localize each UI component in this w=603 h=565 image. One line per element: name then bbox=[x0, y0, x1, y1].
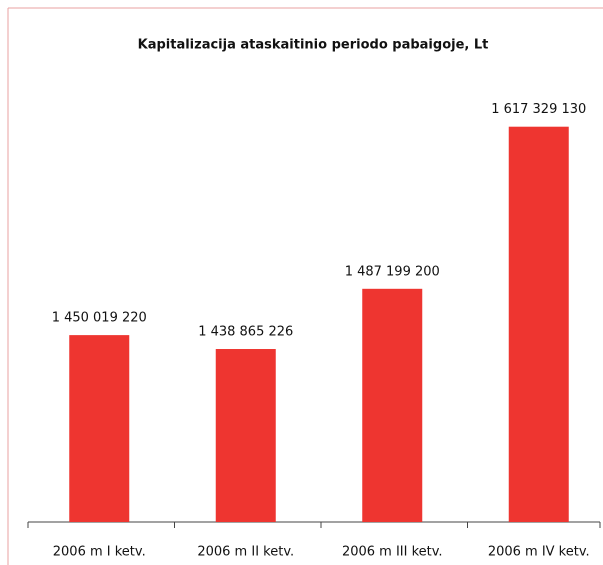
bar bbox=[69, 335, 130, 522]
x-tick-label: 2006 m IV ketv. bbox=[488, 545, 590, 560]
x-tick-label: 2006 m I ketv. bbox=[53, 545, 146, 560]
x-tick-label: 2006 m III ketv. bbox=[342, 545, 443, 560]
x-tick-label: 2006 m II ketv. bbox=[197, 545, 294, 560]
data-label: 1 450 019 220 bbox=[52, 311, 147, 326]
chart-title: Kapitalizacija ataskaitinio periodo paba… bbox=[138, 38, 489, 53]
bar bbox=[508, 126, 569, 522]
bar bbox=[215, 349, 276, 522]
bar bbox=[362, 288, 423, 522]
data-label: 1 438 865 226 bbox=[198, 325, 293, 340]
data-label: 1 487 199 200 bbox=[345, 264, 440, 279]
data-label: 1 617 329 130 bbox=[491, 102, 586, 117]
